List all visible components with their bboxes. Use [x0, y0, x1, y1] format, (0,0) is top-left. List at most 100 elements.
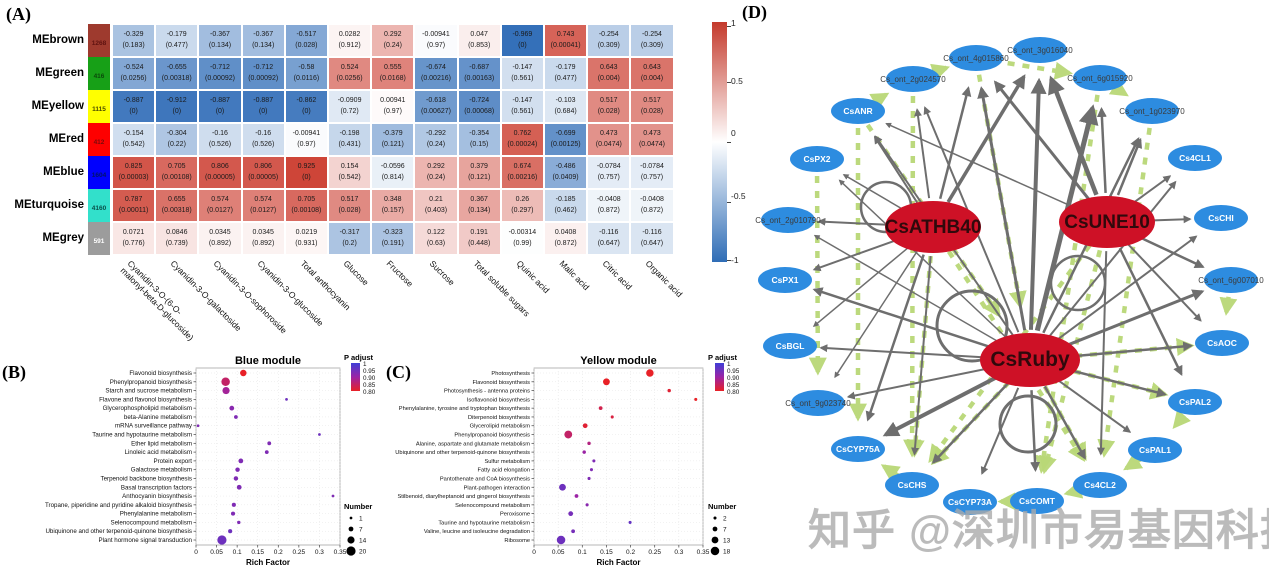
- network-edge: [1132, 233, 1205, 269]
- network-node: [791, 390, 845, 416]
- heatmap-cell: 0.925 (0): [284, 156, 328, 189]
- network-node: [886, 66, 940, 92]
- enrichment-dot: [196, 424, 200, 428]
- heatmap-cell: 0.787 (0.00011): [112, 189, 156, 222]
- heatmap-cell: -0.147 (0.561): [500, 57, 544, 90]
- pathway-label: Taurine and hypotaurine metabolism: [92, 432, 192, 439]
- network-edge: [812, 235, 906, 272]
- pathway-label: Diterpenoid biosynthesis: [468, 415, 530, 421]
- heatmap-cell: 0.743 (0.00041): [544, 24, 588, 57]
- module-color-chip: 416: [88, 57, 110, 90]
- enrichment-dot: [568, 511, 574, 517]
- enrichment-dot: [318, 433, 321, 436]
- number-legend-label: 2: [723, 516, 727, 523]
- padjust-tick-label: 0.95: [727, 368, 740, 375]
- heatmap-column-label: Sucrose: [428, 258, 458, 288]
- network-hub-label: CsATHB40: [885, 217, 982, 238]
- network-node: [831, 436, 885, 462]
- heatmap-cell: 0.0219 (0.931): [284, 222, 328, 255]
- enrichment-dot: [217, 535, 227, 545]
- heatmap-cell: 0.154 (0.542): [328, 156, 372, 189]
- network-node-label: CsPX2: [804, 154, 831, 164]
- heatmap-cell: 0.367 (0.134): [457, 189, 501, 222]
- x-tick-label: 0.1: [233, 549, 242, 556]
- heatmap-cell: -0.0909 (0.72): [328, 90, 372, 123]
- network-edge: [931, 381, 1011, 464]
- network-node: [943, 489, 997, 515]
- network-node: [1073, 65, 1127, 91]
- network-node-label: CsBGL: [776, 341, 805, 351]
- network-edge: [813, 234, 1005, 346]
- pathway-label: Photosynthesis: [491, 371, 530, 377]
- heatmap-cell: -0.304 (0.22): [155, 123, 199, 156]
- module-trait-heatmap: MEbrown 1268 -0.329 (0.183) -0.179 (0.477) -0.…: [0, 0, 745, 352]
- heatmap-cell: -0.103 (0.684): [544, 90, 588, 123]
- heatmap-row-label: MEblue: [43, 166, 84, 178]
- network-edge: [882, 372, 1005, 437]
- enrichment-dot: [646, 369, 654, 377]
- plot-title: Yellow module: [580, 355, 656, 367]
- enrichment-dot: [603, 378, 610, 386]
- enrichment-dot: [235, 467, 240, 472]
- heatmap-column-label: Fructose: [384, 258, 416, 289]
- network-node-label: Cs4CL2: [1084, 480, 1116, 490]
- pathway-label: mRNA surveillance pathway: [115, 423, 193, 430]
- pathway-label: Terpenoid backbone biosynthesis: [101, 475, 193, 482]
- heatmap-column-label: Organic acid: [644, 258, 685, 300]
- x-tick-label: 0.25: [293, 549, 306, 556]
- heatmap-cell: 0.643 (0.004): [630, 57, 674, 90]
- pathway-label: Phenylpropanoid biosynthesis: [110, 379, 192, 386]
- heatmap-column-label: Quinic acid: [514, 258, 552, 296]
- enrichment-dot: [667, 388, 671, 393]
- number-legend-dot: [713, 516, 717, 520]
- heatmap-cell: -0.354 (0.15): [457, 123, 501, 156]
- network-node: [1168, 145, 1222, 171]
- heatmap-cell: -0.154 (0.542): [112, 123, 156, 156]
- network-edge: [911, 255, 932, 456]
- pathway-label: Pantothenate and CoA biosynthesis: [440, 476, 530, 482]
- heatmap-cell: -0.16 (0.526): [241, 123, 285, 156]
- pathway-label: Tropane, piperidine and pyridine alkaloi…: [45, 502, 192, 509]
- heatmap-column-label: Citric acid: [600, 258, 635, 292]
- network-hub-node: [885, 201, 981, 253]
- heatmap-row-label: MEred: [48, 133, 84, 145]
- heatmap-cell: -0.0408 (0.872): [630, 189, 674, 222]
- network-edge: [993, 80, 1090, 201]
- network-node: [763, 333, 817, 359]
- module-color-chip: 4160: [88, 189, 110, 222]
- enrichment-dot: [694, 397, 698, 401]
- heatmap-cell: 0.517 (0.028): [328, 189, 372, 222]
- heatmap-cell: -0.712 (0.00092): [241, 57, 285, 90]
- network-edge: [819, 344, 1000, 360]
- enrichment-dot: [264, 450, 269, 454]
- number-legend-dot: [348, 526, 354, 532]
- network-node: [831, 98, 885, 124]
- network-edge: [1030, 390, 1041, 473]
- heatmap-cell: 0.0721 (0.776): [112, 222, 156, 255]
- heatmap-column-label: Glucose: [341, 258, 371, 288]
- pathway-label: Flavone and flavonol biosynthesis: [99, 396, 192, 403]
- heatmap-cell: -0.655 (0.00318): [155, 57, 199, 90]
- x-tick-label: 0.15: [251, 549, 264, 556]
- network-edge: [1129, 175, 1172, 206]
- heatmap-cell: 0.191 (0.448): [457, 222, 501, 255]
- heatmap-cell: 0.0282 (0.912): [328, 24, 372, 57]
- network-node-label: CsANR: [843, 106, 872, 116]
- network-node: [1168, 389, 1222, 415]
- number-legend-label: 14: [359, 538, 367, 545]
- panel-a-label: (A): [6, 4, 31, 24]
- heatmap-row-label: MEgreen: [35, 67, 84, 79]
- heatmap-cell: -0.379 (0.121): [371, 123, 415, 156]
- number-legend-title: Number: [344, 502, 372, 511]
- pathway-label: Ubiquinone and other terpenoid-quinone b…: [395, 450, 530, 456]
- module-color-chip: 1268: [88, 24, 110, 57]
- heatmap-cell: 0.26 (0.297): [500, 189, 544, 222]
- network-node: [1073, 472, 1127, 498]
- enrichment-dot: [592, 459, 596, 463]
- network-node: [1128, 437, 1182, 463]
- enrichment-dot: [582, 450, 586, 454]
- heatmap-cell: 0.292 (0.24): [371, 24, 415, 57]
- pathway-label: Phenylpropanoid biosynthesis: [454, 433, 530, 439]
- heatmap-cell: 0.0846 (0.739): [155, 222, 199, 255]
- enrichment-dot: [228, 529, 233, 534]
